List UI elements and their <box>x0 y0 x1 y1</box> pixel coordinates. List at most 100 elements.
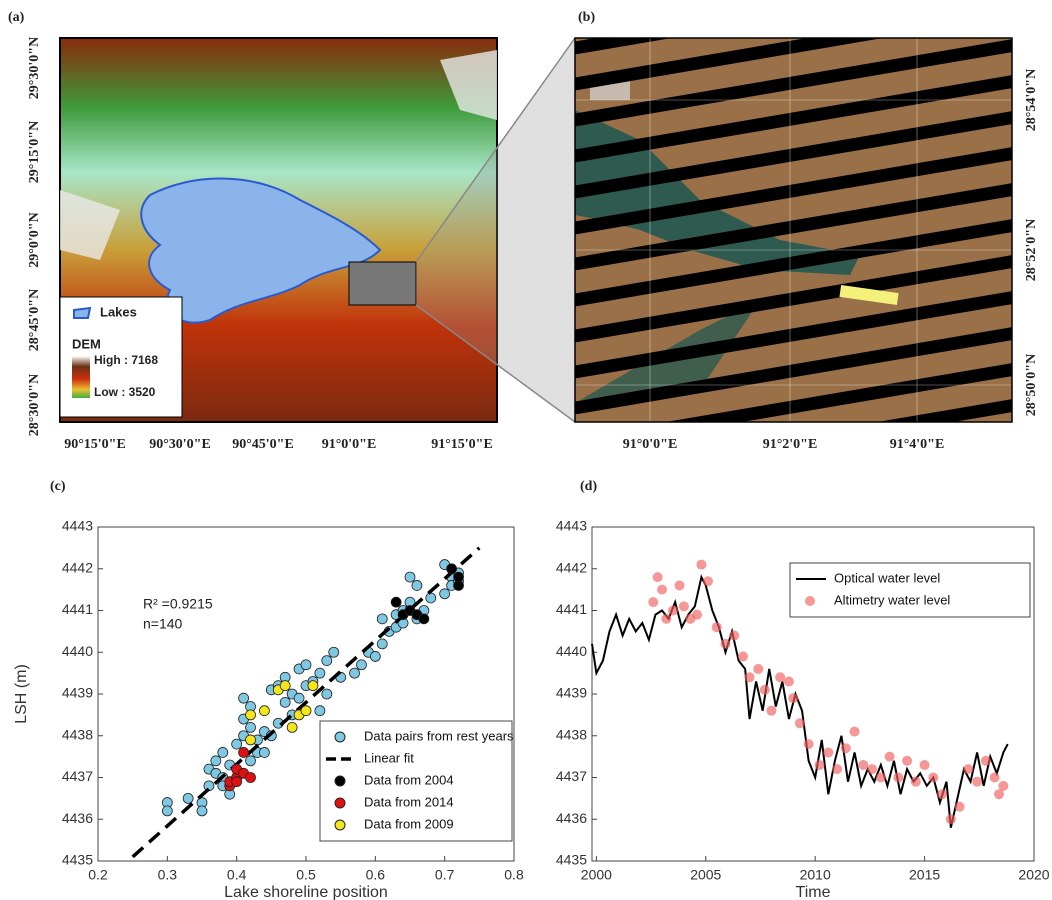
point <box>652 572 663 583</box>
point <box>884 751 895 762</box>
point <box>783 676 794 687</box>
point <box>300 705 312 717</box>
legend-marker <box>334 775 346 787</box>
scan-gap <box>575 111 1012 199</box>
scan-gap <box>665 363 1012 422</box>
x-tick-label: 2005 <box>690 867 721 883</box>
legend-label: Data from 2004 <box>364 772 454 787</box>
point <box>258 747 270 758</box>
point <box>648 597 659 608</box>
fit-line <box>131 546 481 859</box>
y-tick-label: 4436 <box>62 810 93 826</box>
x-tick-label: 90°45'0"E <box>232 437 294 452</box>
point <box>875 772 886 783</box>
legend-marker <box>334 731 346 743</box>
scan-gap <box>575 147 1012 235</box>
point <box>314 705 326 717</box>
point <box>753 663 764 674</box>
x-tick-label: 0.2 <box>88 867 108 883</box>
point <box>963 764 974 775</box>
y-tick-label: 4441 <box>556 601 587 617</box>
x-tick-label: 91°0'0"E <box>623 437 678 452</box>
x-axis-label: Lake shoreline position <box>224 884 388 900</box>
x-tick-label: 91°0'0"E <box>322 437 377 452</box>
panel-label: (c) <box>50 479 66 494</box>
legend-label: High : 7168 <box>94 353 158 367</box>
legend-label: Data from 2009 <box>364 816 454 831</box>
y-tick-label: 4439 <box>556 685 587 701</box>
point <box>998 780 1009 791</box>
y-tick-label: 4442 <box>62 559 93 575</box>
point <box>425 592 437 604</box>
point <box>321 688 333 700</box>
y-tick-label: 4440 <box>62 643 93 659</box>
point <box>945 814 956 825</box>
point <box>210 755 222 767</box>
point <box>404 571 416 583</box>
point <box>245 734 256 746</box>
zoom-connector <box>416 38 575 422</box>
point <box>245 722 256 733</box>
point <box>674 580 685 591</box>
legend-label: Optical water level <box>834 570 940 585</box>
legend-label: Data pairs from rest years <box>364 728 514 743</box>
point <box>161 805 173 817</box>
scan-gap <box>575 38 672 55</box>
y-tick-label: 4443 <box>556 518 587 534</box>
y-tick-label: 4438 <box>62 726 93 742</box>
legend-label: Data from 2014 <box>364 794 454 809</box>
point <box>661 613 672 624</box>
point <box>657 584 668 595</box>
x-tick-label: 0.6 <box>366 867 386 883</box>
point <box>989 772 1000 783</box>
scan-gap <box>877 399 1012 422</box>
point <box>702 576 713 587</box>
map-b <box>560 0 1030 422</box>
scan-gap <box>575 75 1012 163</box>
point <box>293 692 305 704</box>
panel-label: (a) <box>8 10 25 25</box>
point <box>759 684 770 695</box>
x-tick-label: 91°15'0"E <box>431 437 493 452</box>
point <box>376 638 388 650</box>
point <box>972 776 983 787</box>
legend-label: Low : 3520 <box>94 385 156 399</box>
annotation: R² =0.9215 <box>143 596 213 612</box>
point <box>737 651 748 662</box>
legend-label: DEM <box>72 336 101 351</box>
panel-label: (b) <box>578 10 595 25</box>
point <box>300 659 312 671</box>
y-tick-label: 4436 <box>556 810 587 826</box>
point <box>321 655 333 666</box>
point <box>328 646 340 658</box>
x-tick-label: 0.7 <box>435 867 455 883</box>
zoom-line <box>415 304 576 423</box>
point <box>279 680 291 692</box>
scan-gap <box>560 0 1030 21</box>
point <box>258 705 270 717</box>
legend-label: Altimetry water level <box>834 592 950 607</box>
x-tick-label: 90°15'0"E <box>64 437 126 452</box>
point <box>245 772 256 783</box>
point <box>369 651 381 662</box>
y-tick-label: 4443 <box>62 518 93 534</box>
legend-marker <box>805 596 815 606</box>
annotation: n=140 <box>143 616 183 632</box>
legend-box <box>319 720 513 842</box>
x-tick-label: 90°30'0"E <box>149 437 211 452</box>
x-tick-label: 0.3 <box>158 867 178 883</box>
point <box>775 672 786 683</box>
x-tick-label: 0.8 <box>504 867 524 883</box>
point <box>980 755 991 766</box>
scan-gap <box>575 255 1012 343</box>
point <box>279 696 291 708</box>
y-tick-label: 28°52'0"N <box>1024 219 1039 281</box>
point <box>729 630 740 641</box>
point <box>788 693 799 704</box>
point <box>182 792 194 804</box>
legend-label: Lakes <box>100 304 137 319</box>
x-tick-label: 2010 <box>800 867 831 883</box>
point <box>919 759 930 770</box>
point <box>696 559 707 570</box>
